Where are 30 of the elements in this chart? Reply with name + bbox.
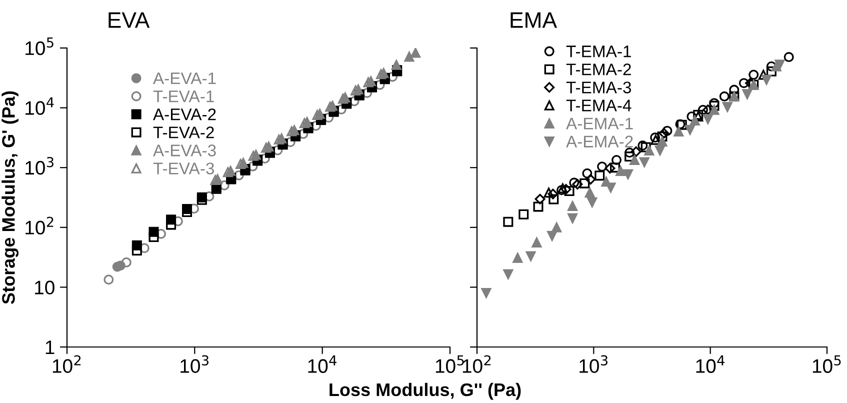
y-tick-label: 10$^{4}$ <box>26 97 54 115</box>
legend-label: T-EVA-3 <box>153 162 214 174</box>
y-tick-label: 1 <box>46 340 54 354</box>
x-tick-label: 10$^{4}$ <box>696 355 724 373</box>
x-axis-title: Loss Modulus, G'' (Pa) <box>330 382 521 400</box>
legend-label: T-EMA-4 <box>566 100 632 112</box>
y-tick-label: 10$^{5}$ <box>26 38 54 56</box>
legend-label: A-EVA-2 <box>152 108 216 120</box>
legend-label: A-EMA-1 <box>566 118 633 130</box>
legend-label: T-EVA-2 <box>153 126 214 138</box>
x-tick-label: 10$^{5}$ <box>436 355 464 373</box>
x-tick-label: 10$^{2}$ <box>462 355 491 373</box>
x-tick-label: 10$^{3}$ <box>580 355 608 373</box>
chart-title: EVA <box>108 12 150 28</box>
y-tick-label: 10$^{3}$ <box>26 156 54 175</box>
legend-label: A-EVA-1 <box>152 72 216 84</box>
x-tick-label: 10$^{3}$ <box>180 355 208 373</box>
y-axis-title: Storage Modulus, G' (Pa) <box>2 91 19 304</box>
legend-label: T-EMA-1 <box>566 46 631 58</box>
legend-label: A-EVA-3 <box>152 144 216 156</box>
legend-label: T-EVA-1 <box>153 90 214 102</box>
legend-label: A-EMA-2 <box>566 136 633 148</box>
y-tick-label: 10 <box>35 280 54 294</box>
legend-label: T-EMA-2 <box>566 64 631 76</box>
x-tick-label: 10$^{5}$ <box>812 355 841 373</box>
chart-title: EMA <box>510 12 558 28</box>
x-tick-label: 10$^{4}$ <box>308 355 336 373</box>
y-tick-label: 10$^{2}$ <box>26 216 54 234</box>
legend-label: T-EMA-3 <box>566 82 632 94</box>
x-tick-label: 10$^{2}$ <box>52 355 81 373</box>
